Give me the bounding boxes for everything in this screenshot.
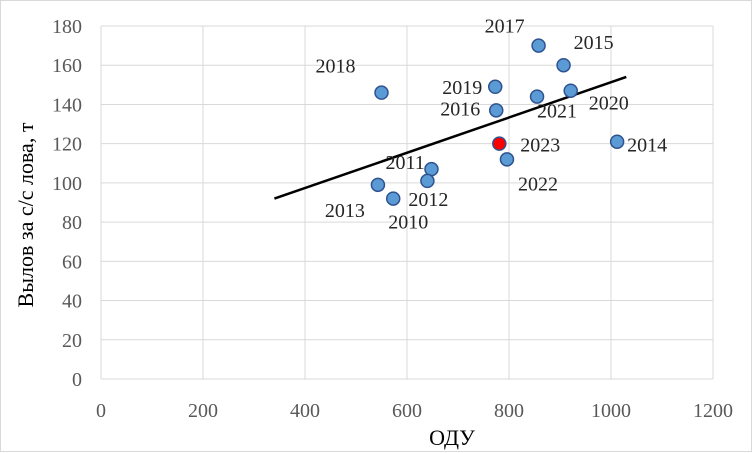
y-tick-label: 180: [52, 16, 82, 38]
data-point-2016: [489, 103, 504, 118]
point-label-2022: 2022: [518, 173, 558, 195]
data-point-2020: [563, 83, 578, 98]
data-point-2018: [374, 85, 389, 100]
point-label-2020: 2020: [589, 93, 629, 115]
point-label-2012: 2012: [408, 189, 448, 211]
data-point-2015: [556, 57, 571, 73]
point-label-2011: 2011: [385, 152, 424, 174]
data-point-2012: [420, 173, 435, 189]
x-tick-label: 400: [290, 400, 320, 422]
x-tick-label: 1000: [591, 400, 631, 422]
x-tick-label: 800: [494, 400, 524, 422]
x-tick-label: 0: [96, 400, 106, 422]
data-point-2019: [487, 79, 503, 95]
points-group: [370, 38, 625, 206]
x-tick-label: 200: [188, 400, 218, 422]
point-label-2013: 2013: [325, 200, 365, 222]
point-label-2010: 2010: [388, 212, 428, 234]
x-tick-label: 600: [392, 400, 422, 422]
point-label-2019: 2019: [442, 77, 482, 99]
x-axis-title: ОДУ: [429, 425, 475, 450]
point-label-2015: 2015: [574, 32, 614, 54]
data-point-2023: [492, 136, 507, 151]
y-tick-label: 0: [72, 369, 82, 391]
point-label-2018: 2018: [316, 56, 356, 78]
data-point-2022: [499, 152, 515, 167]
y-tick-label: 160: [52, 55, 82, 77]
y-tick-label: 100: [52, 173, 82, 195]
y-tick-label: 140: [52, 94, 82, 116]
data-point-2013: [370, 177, 386, 193]
data-point-2010: [385, 191, 401, 206]
x-tick-label: 1200: [693, 400, 733, 422]
axes: 0 200 400 600 800 1000 1200 0 20 40 60 80 100 120 140 1…: [52, 16, 733, 422]
y-axis-title: Вылов за с/с лова, т: [13, 122, 38, 307]
data-point-2021: [529, 89, 545, 104]
point-label-2023: 2023: [520, 135, 560, 157]
y-tick-label: 60: [62, 251, 82, 273]
point-label-2021: 2021: [537, 101, 577, 123]
data-point-2014: [609, 134, 625, 149]
point-label-2014: 2014: [627, 135, 667, 157]
y-tick-label: 120: [52, 134, 82, 156]
y-tick-label: 20: [62, 330, 82, 352]
point-label-2016: 2016: [440, 98, 480, 120]
point-label-2017: 2017: [485, 16, 525, 38]
point-labels-group: 2010 2011 2012 2013 2014 2015 2016 2017 2018 2019…: [316, 16, 668, 234]
y-tick-label: 40: [62, 291, 82, 313]
data-point-2017: [531, 38, 546, 53]
y-tick-label: 80: [62, 212, 82, 234]
